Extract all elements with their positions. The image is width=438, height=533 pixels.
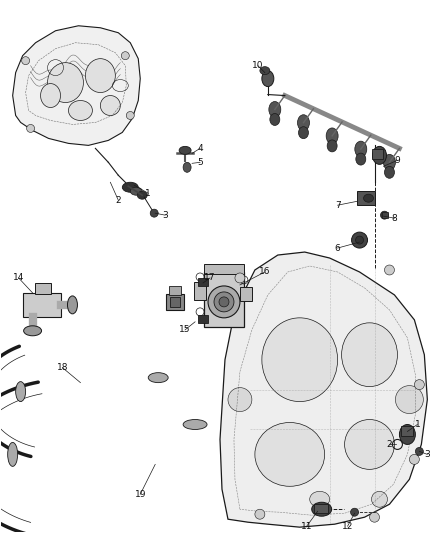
Ellipse shape [260,67,270,75]
Text: 1: 1 [145,189,151,198]
Ellipse shape [16,382,25,401]
Ellipse shape [310,491,330,507]
Ellipse shape [399,424,415,445]
Ellipse shape [85,59,115,93]
Text: 15: 15 [179,325,191,334]
Text: 3: 3 [162,211,168,220]
Ellipse shape [415,447,424,455]
Bar [204,272,244,327]
Ellipse shape [312,502,332,516]
Text: 4: 4 [197,144,203,153]
Ellipse shape [299,127,308,139]
Ellipse shape [100,95,120,116]
Ellipse shape [41,84,60,108]
Ellipse shape [67,296,78,314]
Ellipse shape [356,236,364,244]
Ellipse shape [183,419,207,430]
Ellipse shape [297,115,310,131]
Bar [198,278,208,286]
Text: 9: 9 [395,156,400,165]
Ellipse shape [350,508,359,516]
Ellipse shape [352,232,367,248]
Ellipse shape [150,209,158,217]
Ellipse shape [262,318,338,401]
Text: 16: 16 [259,268,271,277]
Ellipse shape [396,385,424,414]
Text: 14: 14 [13,273,25,282]
Ellipse shape [364,194,374,202]
Ellipse shape [371,491,388,507]
Ellipse shape [385,265,395,275]
Ellipse shape [414,379,424,390]
Ellipse shape [255,423,325,486]
Ellipse shape [384,155,396,171]
Text: 11: 11 [301,522,312,531]
Text: 2: 2 [387,440,392,449]
Ellipse shape [385,166,395,178]
Ellipse shape [262,71,274,86]
Bar [204,264,244,274]
Ellipse shape [179,147,191,155]
Text: 6: 6 [335,244,340,253]
Ellipse shape [24,326,42,336]
Ellipse shape [355,141,367,157]
Text: 3: 3 [424,450,430,459]
Text: 5: 5 [197,158,203,167]
Bar [35,283,50,294]
Text: 8: 8 [392,214,397,223]
Bar [357,191,374,205]
Ellipse shape [148,373,168,383]
Ellipse shape [48,63,83,102]
Ellipse shape [68,101,92,120]
Bar [166,294,184,310]
Ellipse shape [235,273,245,283]
Polygon shape [13,26,140,146]
Text: 10: 10 [252,61,264,70]
Bar [240,287,252,301]
Ellipse shape [214,292,234,312]
Text: 17: 17 [204,273,216,282]
Ellipse shape [270,114,280,125]
Ellipse shape [255,509,265,519]
Ellipse shape [345,419,395,470]
Bar [194,282,206,300]
Ellipse shape [269,101,281,117]
Bar [198,315,208,323]
Bar [169,286,181,295]
Text: 7: 7 [335,201,340,209]
Bar [314,504,328,513]
Ellipse shape [356,153,366,165]
Ellipse shape [326,128,338,144]
Bar [382,212,389,218]
Ellipse shape [372,147,386,164]
Ellipse shape [381,211,389,219]
Text: 12: 12 [342,522,353,531]
Ellipse shape [370,512,379,522]
Bar [401,426,413,437]
Ellipse shape [342,323,397,386]
Text: 19: 19 [134,490,146,499]
Bar [371,149,384,159]
Ellipse shape [122,182,138,192]
Ellipse shape [137,191,147,199]
Ellipse shape [219,297,229,307]
Ellipse shape [21,56,30,64]
Ellipse shape [130,187,142,195]
Polygon shape [220,252,427,527]
Ellipse shape [208,286,240,318]
Ellipse shape [121,52,129,60]
Text: 18: 18 [57,363,68,372]
Bar [23,293,60,317]
Ellipse shape [27,124,35,132]
Text: 1: 1 [414,420,420,429]
Bar [170,297,180,307]
Text: 2: 2 [116,196,121,205]
Ellipse shape [8,442,18,466]
Ellipse shape [126,111,134,119]
Ellipse shape [228,387,252,411]
Ellipse shape [183,163,191,172]
Ellipse shape [410,455,419,464]
Ellipse shape [327,140,337,152]
